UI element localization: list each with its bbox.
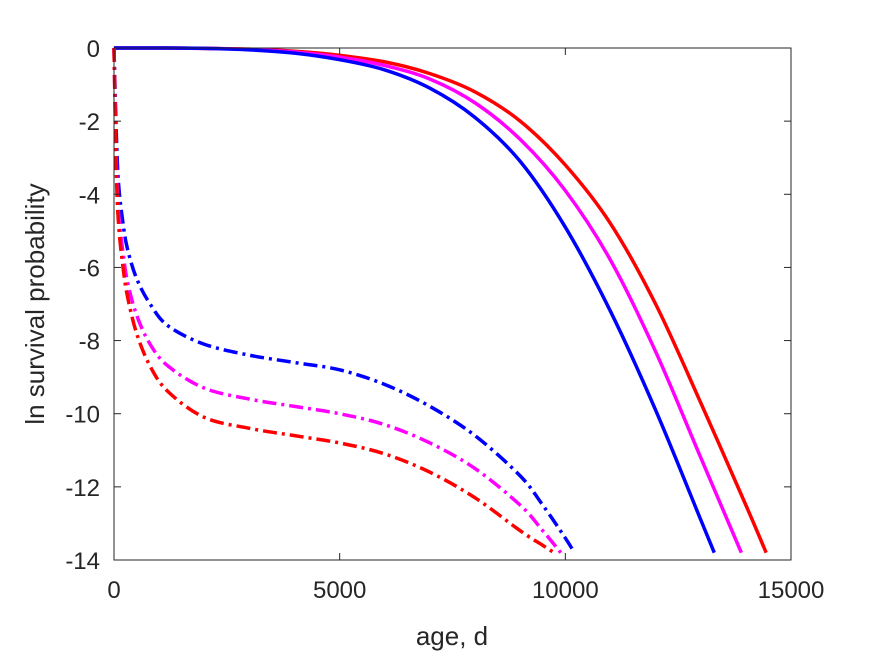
y-tick-label: -12 <box>65 475 100 502</box>
y-tick-label: -8 <box>79 329 100 356</box>
y-tick-label: -2 <box>79 109 100 136</box>
y-tick-label: -14 <box>65 548 100 575</box>
y-tick-label: -4 <box>79 182 100 209</box>
series-line-5 <box>112 47 556 555</box>
x-tick-label: 15000 <box>758 577 825 604</box>
x-tick-label: 0 <box>107 577 120 604</box>
series-line-2 <box>113 46 716 554</box>
tick-layer: 0 5000 10000 15000 0 -2 -4 -6 -8 -10 -12 -14 <box>65 36 824 604</box>
y-tick-label: 0 <box>87 36 100 63</box>
y-tick-label: -10 <box>65 402 100 429</box>
series-layer <box>112 46 768 555</box>
axes-box <box>113 47 792 561</box>
y-tick-label: -6 <box>79 255 100 282</box>
series-line-3 <box>112 47 576 554</box>
plot-area <box>114 48 791 560</box>
x-tick-label: 10000 <box>532 577 599 604</box>
x-axis-label: age, d <box>416 621 488 651</box>
y-axis-label: ln survival probability <box>20 183 50 424</box>
x-tick-label: 5000 <box>313 577 366 604</box>
